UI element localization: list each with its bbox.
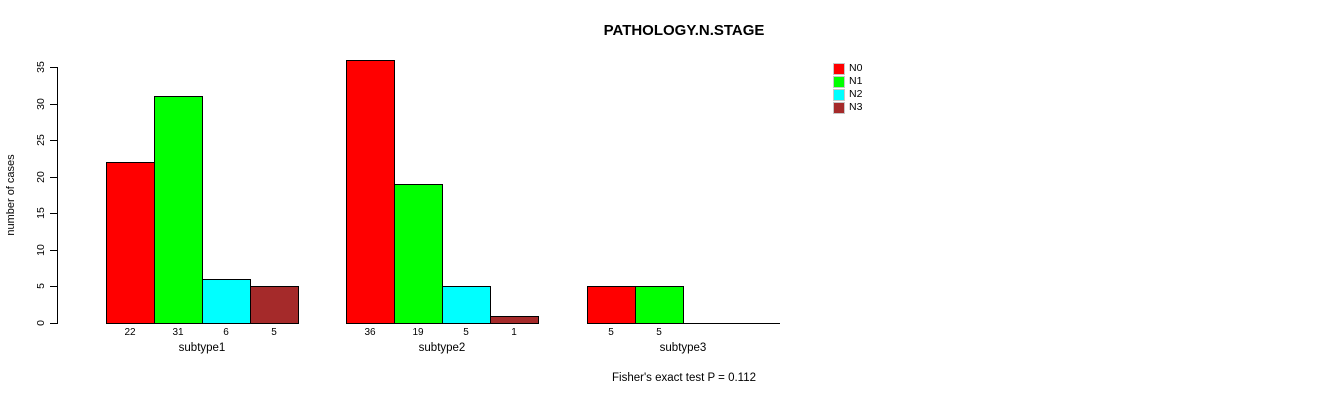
y-tick xyxy=(50,177,57,178)
x-category-label: subtype1 xyxy=(178,342,226,354)
bar-value-label: 31 xyxy=(172,327,184,338)
chart-title: PATHOLOGY.N.STAGE xyxy=(603,22,765,39)
legend-label: N2 xyxy=(849,88,863,100)
bar-value-label: 5 xyxy=(271,327,277,338)
fisher-test-annotation: Fisher's exact test P = 0.112 xyxy=(612,372,756,384)
bar-n2-subtype3-zero xyxy=(683,323,732,324)
bar-value-label: 5 xyxy=(608,327,614,338)
bar-value-label: 36 xyxy=(364,327,376,338)
bar-n1-subtype1 xyxy=(154,96,203,324)
y-tick-label: 0 xyxy=(35,320,47,326)
legend-label: N3 xyxy=(849,101,863,113)
bar-value-label: 1 xyxy=(511,327,517,338)
legend-item: N1 xyxy=(833,75,862,88)
bar-n0-subtype3 xyxy=(587,286,636,324)
legend-swatch-n2 xyxy=(833,88,845,101)
bar-value-label: 22 xyxy=(124,327,136,338)
y-axis-line xyxy=(57,67,58,324)
bar-n2-subtype1 xyxy=(202,279,251,324)
y-tick xyxy=(50,140,57,141)
bar-value-label: 5 xyxy=(463,327,469,338)
bar-value-label: 6 xyxy=(223,327,229,338)
legend-label: N0 xyxy=(849,62,863,74)
bar-n1-subtype3 xyxy=(635,286,684,324)
bar-n1-subtype2 xyxy=(394,184,443,324)
legend-item: N3 xyxy=(833,101,862,114)
y-tick xyxy=(50,67,57,68)
y-tick-label: 30 xyxy=(35,98,47,110)
bar-n0-subtype1 xyxy=(106,162,155,324)
y-tick-label: 35 xyxy=(35,61,47,73)
bar-n3-subtype2 xyxy=(490,316,539,324)
y-axis-label: number of cases xyxy=(5,154,17,236)
legend: N0 N1 N2 N3 xyxy=(833,62,862,114)
legend-item: N0 xyxy=(833,62,862,75)
legend-swatch-n1 xyxy=(833,75,845,88)
y-tick-label: 5 xyxy=(35,283,47,289)
legend-label: N1 xyxy=(849,75,863,87)
x-category-label: subtype2 xyxy=(418,342,466,354)
y-tick xyxy=(50,104,57,105)
legend-swatch-n0 xyxy=(833,62,845,75)
bar-value-label: 5 xyxy=(656,327,662,338)
y-tick xyxy=(50,213,57,214)
x-category-label: subtype3 xyxy=(659,342,707,354)
y-tick-label: 25 xyxy=(35,134,47,146)
bar-n0-subtype2 xyxy=(346,60,395,324)
bar-n3-subtype1 xyxy=(250,286,299,324)
y-tick-label: 10 xyxy=(35,244,47,256)
y-tick-label: 15 xyxy=(35,207,47,219)
y-tick-label: 20 xyxy=(35,171,47,183)
bar-n3-subtype3-zero xyxy=(731,323,780,324)
y-tick xyxy=(50,250,57,251)
legend-item: N2 xyxy=(833,88,862,101)
legend-swatch-n3 xyxy=(833,101,845,114)
y-tick xyxy=(50,323,57,324)
bar-value-label: 19 xyxy=(412,327,424,338)
y-tick xyxy=(50,286,57,287)
bar-n2-subtype2 xyxy=(442,286,491,324)
